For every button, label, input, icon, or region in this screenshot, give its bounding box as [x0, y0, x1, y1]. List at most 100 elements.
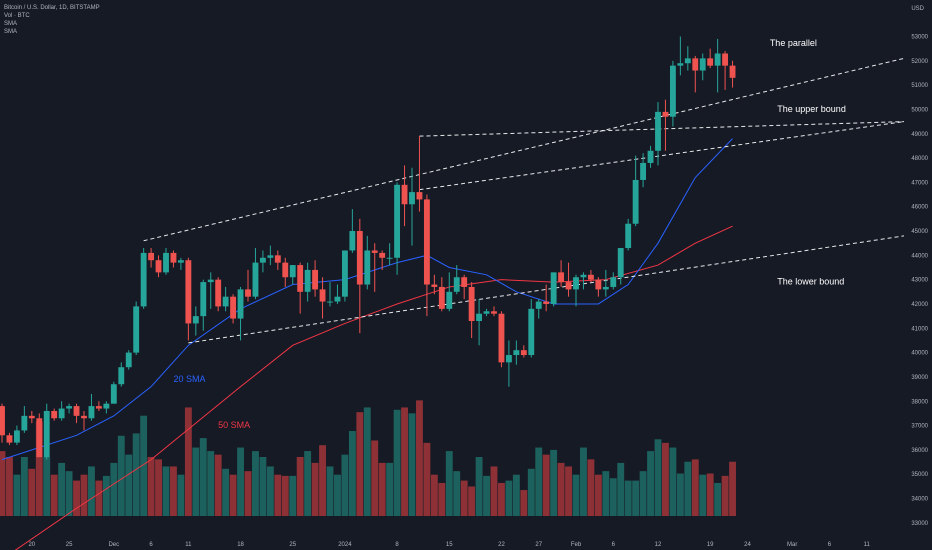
y-tick-label: 35000: [911, 472, 928, 478]
volume-bar: [326, 466, 334, 516]
candle-body: [312, 269, 319, 290]
volume-bar: [184, 407, 192, 516]
candle-body: [416, 192, 423, 200]
volume-bar: [281, 475, 289, 516]
candle-body: [677, 63, 684, 66]
volume-bar: [356, 412, 364, 516]
candle-body: [640, 162, 647, 180]
candle-body: [118, 367, 125, 385]
candle-body: [394, 184, 401, 258]
candle-body: [483, 311, 490, 314]
trendline-1: [188, 235, 905, 344]
x-tick-label: 6: [828, 542, 832, 548]
volume-bar: [386, 462, 394, 516]
symbol-legend-line: Bitcoin / U.S. Dollar, 1D, BITSTAMP: [4, 5, 100, 11]
volume-bar: [170, 466, 177, 516]
candle-body: [252, 262, 259, 297]
candle-body: [610, 277, 617, 287]
candle-body: [319, 289, 326, 302]
candle-body: [51, 410, 58, 419]
volume-bar: [520, 490, 528, 516]
candle-body: [356, 231, 363, 285]
volume-bar: [483, 475, 490, 516]
candle-body: [662, 111, 669, 117]
volume-bar: [140, 415, 148, 516]
volume-bar: [348, 431, 356, 516]
volume-bar: [550, 449, 558, 516]
candle-body: [714, 53, 721, 66]
candle-body: [632, 179, 639, 224]
sma50-line: [14, 225, 733, 550]
candle-body: [528, 308, 535, 356]
annotation-label: 20 SMA: [173, 374, 205, 384]
volume-bar: [35, 421, 43, 516]
candle-body: [245, 289, 251, 297]
volume-bar: [222, 468, 230, 516]
volume-bar: [363, 407, 371, 516]
y-tick-label: 48000: [911, 156, 928, 162]
volume-bar: [505, 480, 513, 516]
y-tick-label: 41000: [911, 326, 928, 332]
candle-body: [543, 301, 550, 304]
volume-bar: [706, 473, 714, 516]
volume-bar: [609, 478, 617, 516]
candle-body: [207, 279, 214, 283]
candle-body: [177, 260, 184, 263]
candle-body: [327, 301, 333, 303]
x-tick-label: 27: [535, 542, 542, 548]
x-tick-label: Dec: [108, 542, 119, 548]
candle-body: [192, 316, 199, 324]
y-tick-label: 52000: [911, 59, 928, 65]
volume-bar: [617, 462, 625, 516]
volume-bar: [177, 474, 185, 516]
volume-bar: [95, 480, 103, 516]
volume-bar: [371, 440, 379, 516]
volume-bar: [602, 471, 610, 516]
x-tick-label: 2024: [338, 542, 352, 548]
candle-body: [155, 260, 162, 273]
volume-bar: [624, 480, 632, 516]
y-tick-label: 50000: [911, 107, 928, 113]
volume-bar: [512, 474, 520, 516]
volume-bar: [207, 451, 215, 516]
volume-bar: [662, 442, 669, 516]
x-tick-label: 11: [185, 542, 192, 548]
volume-bar: [498, 482, 505, 516]
candle-body: [520, 350, 527, 356]
y-axis-unit: USD: [911, 6, 924, 12]
volume-bar: [714, 482, 722, 516]
candle-body: [423, 199, 430, 285]
candle-body: [58, 408, 65, 419]
trendline-3: [419, 121, 905, 191]
annotation-label: The parallel: [770, 38, 817, 48]
candle-body: [491, 311, 497, 314]
volume-bar: [416, 400, 423, 516]
x-tick-label: 25: [289, 542, 296, 548]
volume-bar: [274, 474, 282, 516]
volume-bar: [6, 457, 13, 516]
y-tick-label: 33000: [911, 521, 928, 527]
volume-bar: [639, 471, 647, 516]
y-tick-label: 44000: [911, 253, 928, 259]
candle-body: [282, 262, 289, 278]
chart-legend: Bitcoin / U.S. Dollar, 1D, BITSTAMP Vol …: [4, 4, 100, 36]
candle-body: [699, 58, 706, 71]
candle-body: [21, 415, 28, 431]
x-tick-label: 25: [66, 542, 73, 548]
candle-body: [349, 231, 356, 251]
volume-bar: [13, 474, 21, 516]
candle-body: [163, 252, 169, 273]
candle-body: [498, 313, 505, 363]
candle-body: [222, 296, 229, 307]
volume-bar: [401, 407, 408, 516]
volume-bar: [304, 451, 312, 516]
volume-bar: [423, 442, 431, 516]
volume-bar: [73, 480, 80, 516]
candle-body: [259, 257, 266, 263]
volume-bar: [430, 474, 438, 516]
x-tick-label: Feb: [571, 542, 582, 548]
candle-body: [438, 286, 445, 309]
candle-body: [170, 252, 177, 263]
candle-body: [185, 260, 192, 324]
